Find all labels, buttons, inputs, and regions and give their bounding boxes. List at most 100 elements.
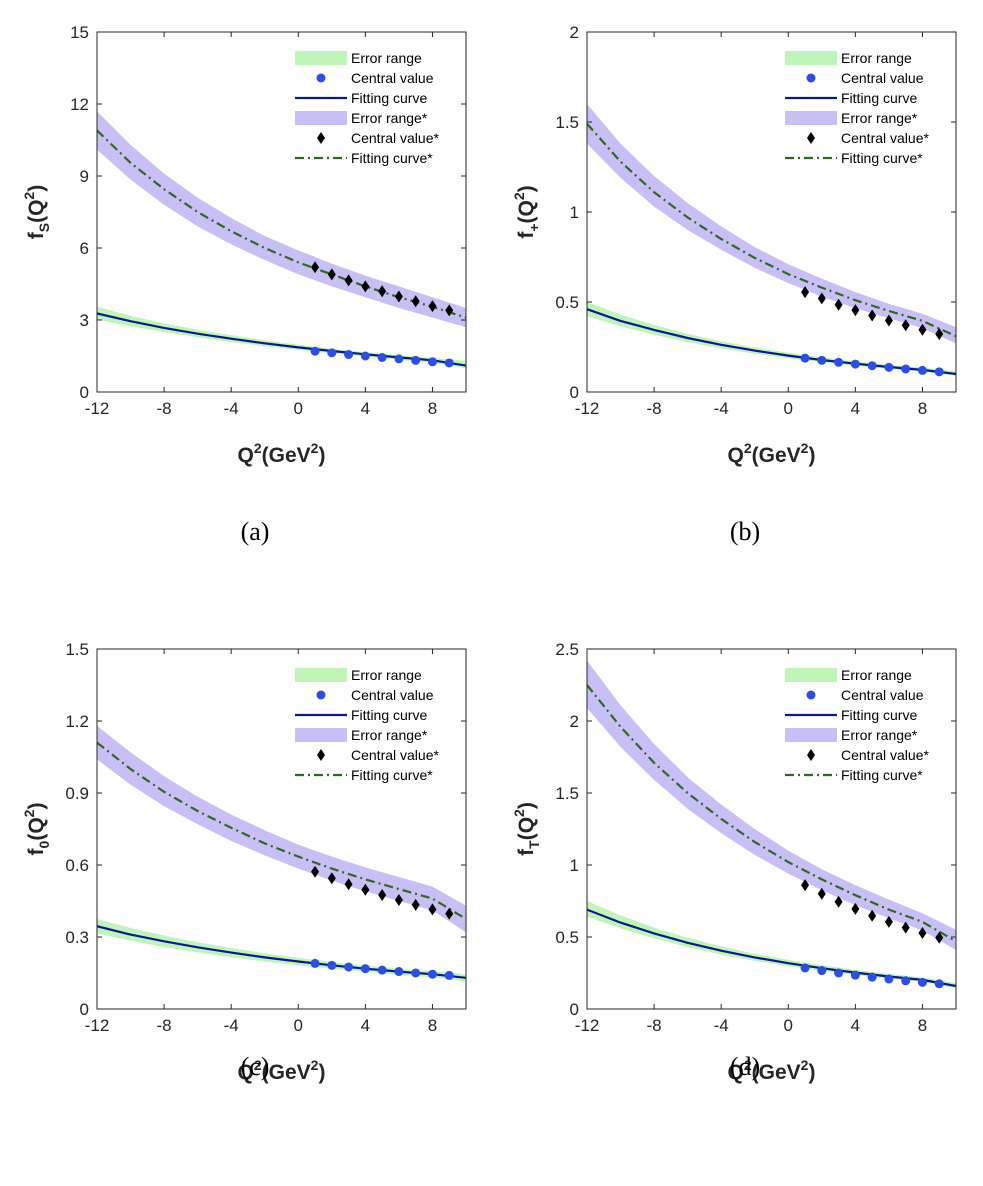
x-axis-label: Q2(GeV2) — [728, 1057, 816, 1084]
y-tick-label: 0.5 — [555, 293, 579, 312]
plot-area — [97, 725, 466, 982]
x-tick-label: -4 — [224, 1016, 239, 1035]
y-tick-label: 0 — [80, 1000, 89, 1019]
legend-label: Fitting curve* — [841, 767, 923, 783]
legend-label: Error range — [351, 50, 422, 66]
fitting-curve-star — [97, 741, 466, 920]
legend-label: Central value* — [841, 130, 929, 146]
fitting-curve — [587, 308, 956, 376]
x-label-sup: 2 — [801, 1057, 809, 1073]
legend-label: Error range* — [841, 110, 918, 126]
legend-label: Fitting curve — [351, 90, 427, 106]
central-value-point — [884, 974, 894, 984]
central-value-star-point — [428, 903, 437, 916]
fitting-curve-star — [587, 123, 956, 338]
y-label-sub: T — [526, 840, 542, 849]
x-axis-label: Q2(GeV2) — [238, 440, 326, 467]
x-label-close: ) — [808, 1061, 815, 1084]
y-tick-label: 0.6 — [65, 856, 89, 875]
panel-caption: (b) — [730, 517, 760, 546]
x-label-main: Q — [238, 444, 254, 467]
y-label-sup: 2 — [511, 809, 527, 817]
y-tick-label: 2.5 — [555, 640, 579, 659]
y-axis-label: f0(Q2) — [21, 803, 52, 856]
legend-label: Error range* — [841, 727, 918, 743]
legend-label: Fitting curve — [841, 707, 917, 723]
y-label-sub: + — [526, 223, 542, 231]
legend: Error range Central value Fitting curve Err… — [295, 50, 439, 166]
fitting-curve-star — [587, 684, 956, 943]
legend-swatch-band — [295, 728, 347, 742]
central-value-point — [310, 346, 320, 356]
legend-label: Fitting curve — [841, 90, 917, 106]
central-value-star-point — [817, 292, 826, 305]
x-tick-label: 4 — [361, 399, 370, 418]
central-value-point — [817, 966, 827, 976]
legend-label: Error range — [351, 667, 422, 683]
y-label-sup: 2 — [21, 192, 37, 200]
central-value-star-point — [851, 902, 860, 915]
legend-label: Central value — [841, 687, 924, 703]
legend-swatch-diamond — [807, 132, 815, 144]
axes-box — [586, 31, 957, 393]
central-value-point — [360, 351, 370, 361]
x-tick-label: 8 — [918, 1016, 927, 1035]
y-tick-label: 1 — [570, 203, 579, 222]
y-label-paren: (Q — [515, 817, 538, 840]
y-tick-label: 1.2 — [65, 712, 89, 731]
legend-label: Fitting curve — [351, 707, 427, 723]
legend-swatch-point — [806, 73, 816, 83]
y-tick-label: 0 — [570, 383, 579, 402]
legend: Error range Central value Fitting curve Err… — [785, 50, 929, 166]
x-label-main: Q — [728, 444, 744, 467]
y-tick-label: 3 — [80, 311, 89, 330]
y-label-main: f — [25, 847, 48, 855]
panel-caption: (a) — [241, 517, 270, 546]
y-label-paren: (Q — [25, 200, 48, 223]
x-label-main: Q — [238, 1061, 254, 1084]
central-value-point — [394, 967, 404, 977]
central-value-point — [427, 357, 437, 367]
x-tick-label: -8 — [157, 399, 172, 418]
x-label-sup: 2 — [254, 1057, 262, 1073]
legend-label: Central value — [351, 70, 434, 86]
legend-label: Fitting curve* — [351, 767, 433, 783]
central-value-star-point — [327, 872, 336, 885]
y-label-sub: S — [36, 223, 52, 232]
x-tick-label: -4 — [714, 399, 729, 418]
x-label-sup: 2 — [254, 440, 262, 456]
x-tick-label: 4 — [361, 1016, 370, 1035]
central-value-point — [411, 355, 421, 365]
central-value-point — [327, 960, 337, 970]
legend-swatch-diamond — [317, 132, 325, 144]
legend-swatch-diamond — [807, 749, 815, 761]
y-tick-label: 15 — [70, 23, 89, 42]
y-tick-label: 12 — [70, 95, 89, 114]
legend-label: Error range* — [351, 727, 428, 743]
x-label-sup: 2 — [801, 440, 809, 456]
central-value-star-point — [411, 295, 420, 308]
x-label-main: Q — [728, 1061, 744, 1084]
x-tick-label: -8 — [157, 1016, 172, 1035]
y-tick-label: 2 — [570, 23, 579, 42]
central-value-star-point — [327, 268, 336, 281]
x-tick-label: -8 — [647, 399, 662, 418]
x-label-mid: (GeV — [262, 1061, 311, 1084]
central-value-point — [834, 357, 844, 367]
central-value-star-point — [394, 894, 403, 907]
central-value-point — [917, 977, 927, 987]
y-tick-label: 0.3 — [65, 928, 89, 947]
legend-swatch-point — [316, 73, 326, 83]
central-value-point — [901, 364, 911, 374]
central-value-point — [394, 354, 404, 364]
y-tick-label: 2 — [570, 712, 579, 731]
panel-caption: (c) — [241, 1052, 270, 1081]
x-label-mid: (GeV — [752, 1061, 801, 1084]
x-tick-label: 0 — [294, 1016, 303, 1035]
central-value-star-point — [428, 300, 437, 313]
legend-label: Central value* — [351, 130, 439, 146]
central-value-star-point — [361, 280, 370, 293]
central-value-point — [411, 968, 421, 978]
error-band-star — [587, 104, 956, 344]
